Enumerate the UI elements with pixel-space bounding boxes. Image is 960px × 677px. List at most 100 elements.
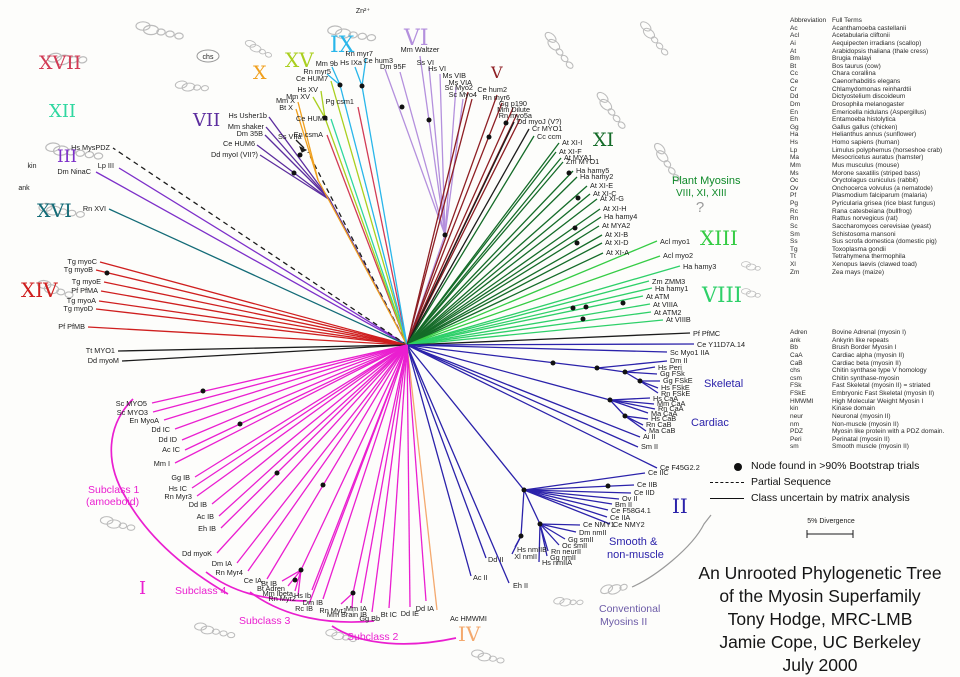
tip-label: Mm CaA <box>657 399 686 408</box>
bootstrap-node <box>359 83 365 89</box>
full-term-cell: Gallus gallus (chicken) <box>832 123 898 131</box>
table-row: Oc Oryctolagus cuniculus (rabbit) <box>790 177 942 185</box>
myosin-sketch <box>325 628 357 643</box>
branch-line <box>624 415 649 420</box>
bootstrap-node <box>622 413 628 419</box>
subclass-brace <box>331 625 457 645</box>
tip-label: Dm 95F <box>380 62 406 71</box>
table-row: Acl Acetabularia cliftonii <box>790 32 942 40</box>
table-row: Pg Pyricularia grisea (rice blast fungus) <box>790 200 942 208</box>
branch-line <box>312 96 326 119</box>
abbreviation-cell: Rc <box>790 207 798 215</box>
full-term-cell: Chitin synthase type V homology <box>832 367 927 375</box>
abbreviation-cell: Bt <box>790 62 797 70</box>
branch-line <box>406 98 473 346</box>
tip-label: Mm Dilute <box>497 105 530 114</box>
branch-line <box>444 86 457 236</box>
tip-label: Dd IE <box>401 609 419 618</box>
branch-line <box>624 371 658 375</box>
tip-label: Rn myr6 <box>482 93 510 102</box>
branch-line <box>406 193 591 346</box>
full-term-cell: Kinase domain <box>832 405 875 413</box>
branch-line <box>297 569 302 597</box>
branch-line <box>268 116 331 201</box>
myosin-sketch <box>37 279 74 299</box>
tip-label: Mm Brain IB <box>327 610 367 619</box>
tip-label: Sc MYO5 <box>116 399 147 408</box>
tip-label: Ss VIIa <box>278 132 302 141</box>
branch-line <box>151 344 408 404</box>
full-term-cell: Chitin synthase-myosin <box>832 374 900 382</box>
tip-label: Gg FSk <box>660 369 685 378</box>
bootstrap-node <box>572 225 578 231</box>
bootstrap-node <box>298 567 304 573</box>
bootstrap-dot-icon <box>708 462 744 471</box>
branch-line <box>406 344 411 608</box>
tip-label: At XI-E <box>590 181 613 190</box>
class-label-X: X <box>253 62 267 84</box>
tip-label: chs <box>203 54 214 61</box>
table-row: Dm Drosophila melanogaster <box>790 101 942 109</box>
tip-label: Dd myoM <box>88 356 119 365</box>
tip-label: Cc ccm <box>537 132 561 141</box>
abbreviation-cell: Dm <box>790 100 801 108</box>
branch-line <box>523 489 613 505</box>
bootstrap-node <box>620 300 626 306</box>
tip-label: kin <box>28 163 37 170</box>
figure-title-line2: of the Myosin Superfamily <box>719 586 921 606</box>
branch-line <box>523 489 632 494</box>
branch-line <box>95 171 408 346</box>
myosin-terms-table: Adren Bovine Adrenal (myosin I) ank Ankyrin… <box>790 329 944 451</box>
tip-label: Sc Myo1 IIA <box>670 348 709 357</box>
branch-line <box>406 151 557 346</box>
region-label: Subclass 3 <box>239 615 291 627</box>
branch-line <box>406 344 525 491</box>
myosin-sketch <box>244 40 273 58</box>
myosin-sketch <box>596 91 626 129</box>
abbreviation-cell: At <box>790 47 797 55</box>
tip-label: Ai II <box>643 432 656 441</box>
table-row: Peri Perinatal (myosin II) <box>790 436 944 444</box>
tip-label: Eh II <box>513 581 528 590</box>
full-term-cell: Acetabularia cliftonii <box>832 32 890 40</box>
branch-line <box>308 344 408 605</box>
full-term-cell: Helianthus annus (sunflower) <box>832 131 917 139</box>
table-row: At Arabidopsis thaliana (thale cress) <box>790 48 942 56</box>
table-row: Ss Sus scrofa domestica (domestic pig) <box>790 238 942 246</box>
branch-line <box>331 66 341 86</box>
branch-line <box>596 367 626 373</box>
branch-line <box>609 399 655 405</box>
bootstrap-node <box>274 470 280 476</box>
bootstrap-node <box>607 397 613 403</box>
tip-label: Ce IIA <box>610 513 630 522</box>
tip-label: Acl myo1 <box>660 237 690 246</box>
branch-line <box>523 489 609 511</box>
tip-label: Ce hum3 <box>363 56 393 65</box>
bootstrap-node <box>337 82 343 88</box>
tip-label: Ha hamy3 <box>683 262 716 271</box>
branch-line <box>406 319 664 346</box>
region-label: Plant Myosins <box>672 175 741 187</box>
full-term-cell: Plasmodium falciparum (malaria) <box>832 192 927 200</box>
branch-line <box>406 344 427 602</box>
bootstrap-node <box>550 360 556 366</box>
branch-line <box>406 280 650 346</box>
tip-label: Mm shaker <box>228 122 265 131</box>
tip-label: Bt Adren <box>257 584 285 593</box>
branch-line <box>211 344 408 505</box>
tip-label: Mm I <box>154 459 170 468</box>
bootstrap-node <box>503 120 509 126</box>
myosin-sketch <box>741 261 761 271</box>
title-block: An Unrooted Phylogenetic Tree of the Myo… <box>655 562 960 677</box>
class-label-XI: XI <box>593 129 614 151</box>
abbreviation-cell: HMWMI <box>790 397 814 405</box>
tip-label: Ac IC <box>162 445 180 454</box>
tip-label: Bt IC <box>381 610 397 619</box>
bootstrap-node <box>580 316 586 322</box>
branch-line <box>624 415 647 432</box>
tip-label: En csmA <box>294 130 323 139</box>
tip-label: Dm 35B <box>237 129 263 138</box>
branch-line <box>266 344 408 580</box>
myosin-sketch <box>544 31 574 69</box>
branch-line <box>406 128 530 346</box>
